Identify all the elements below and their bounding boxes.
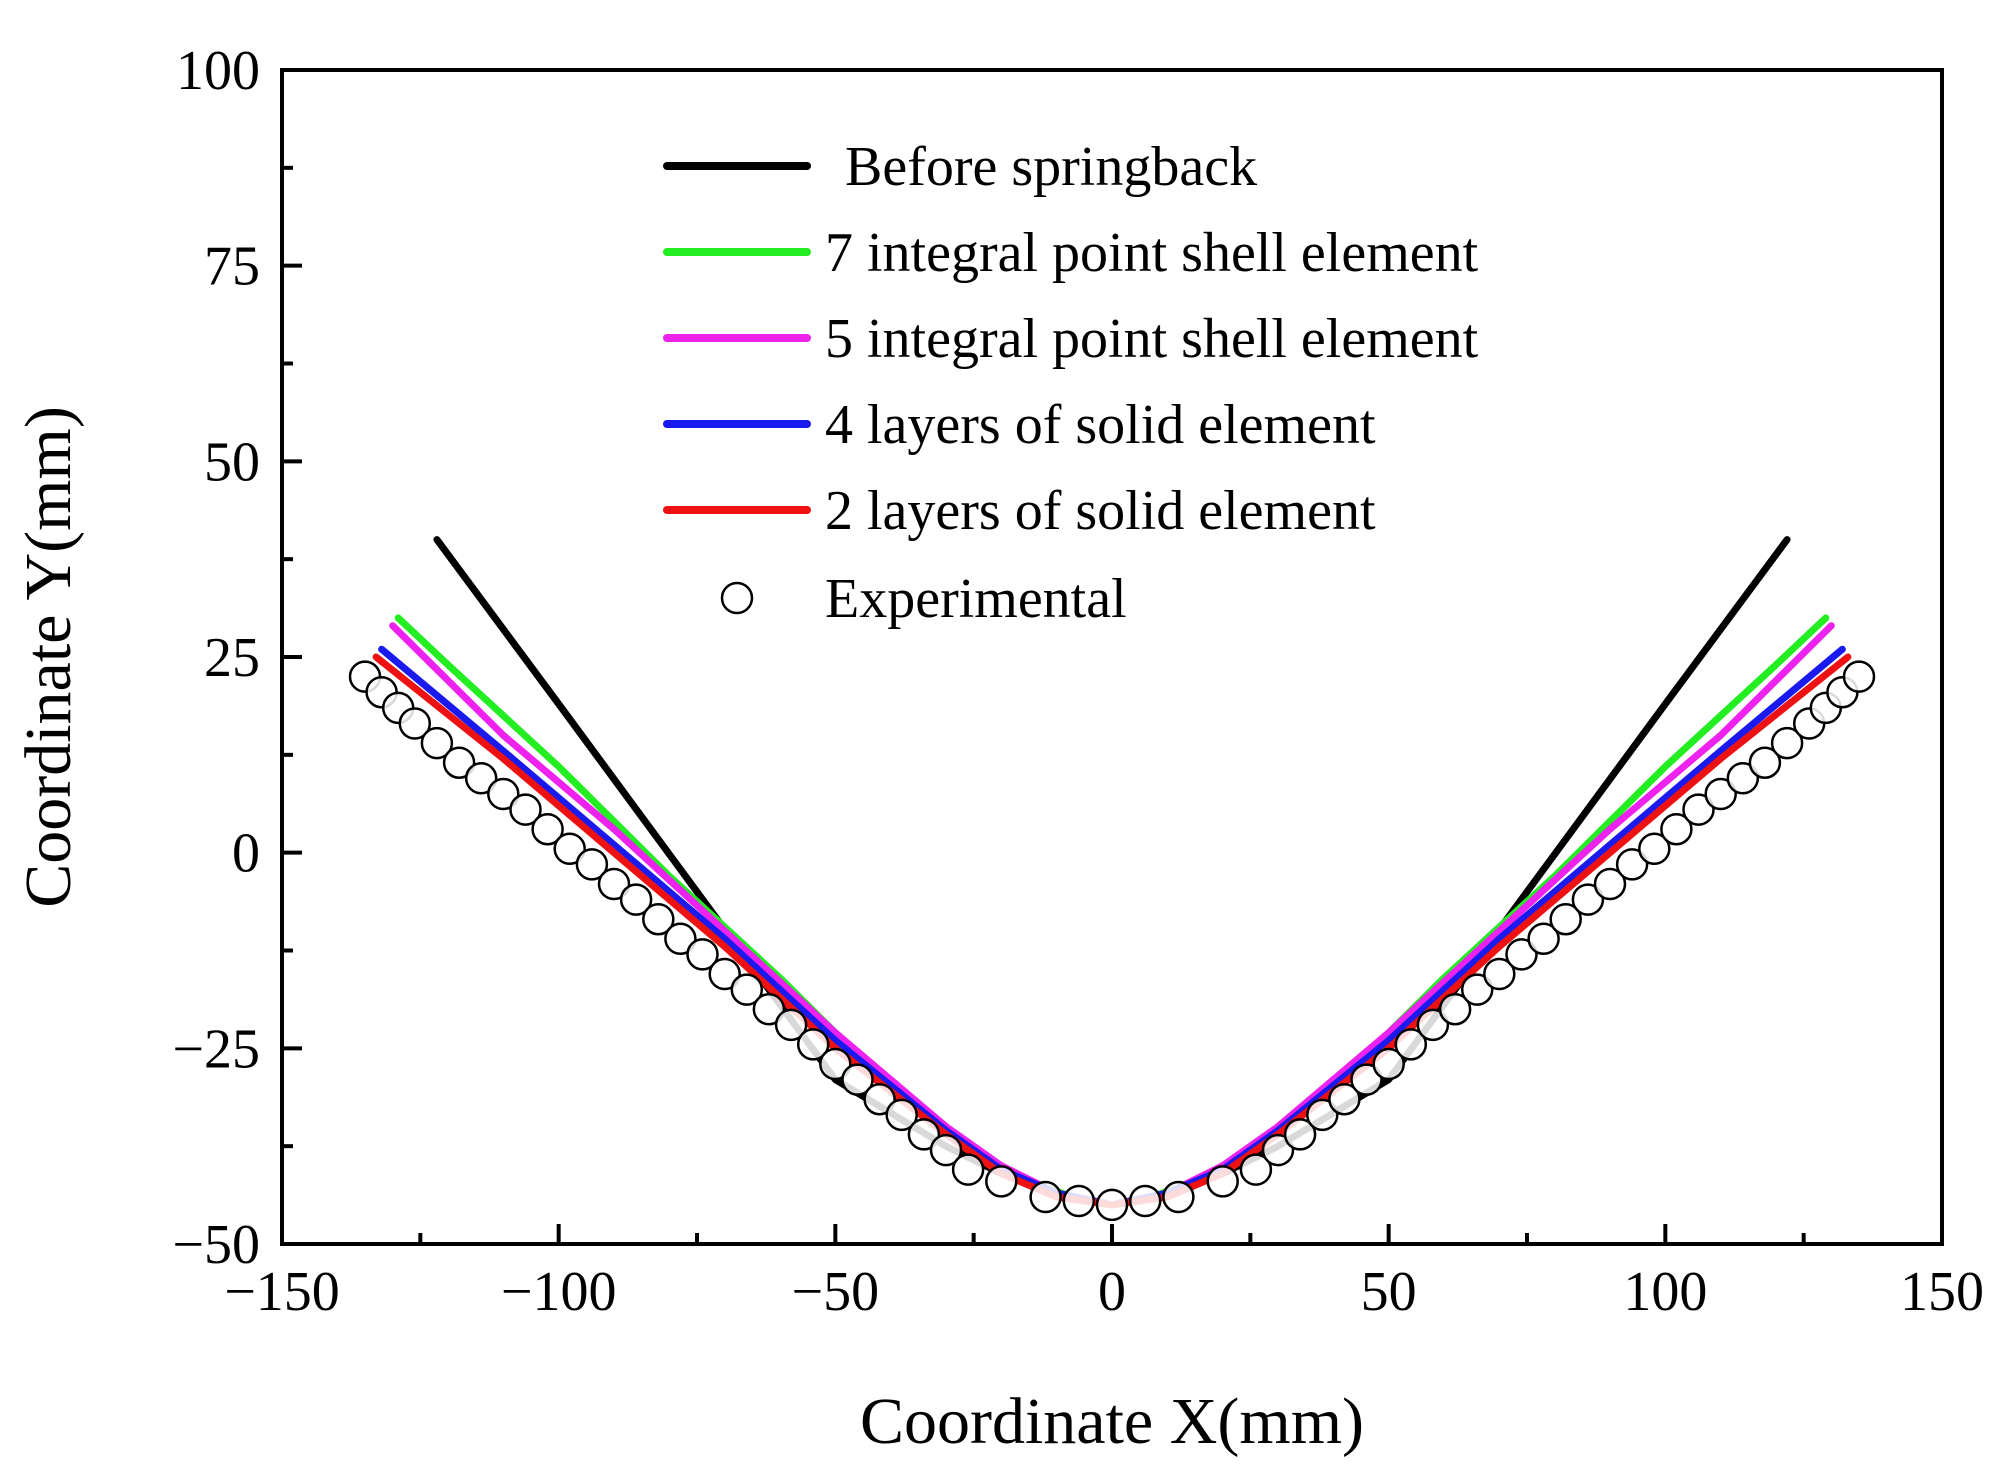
experimental-point (885, 1098, 918, 1132)
experimental-point (398, 707, 432, 740)
ticks-layer: −150 −100 −50 0 50 100 150 −50 −25 0 25 50 75 100 (172, 40, 1984, 1323)
experimental-point (464, 762, 498, 795)
experimental-point (531, 812, 564, 846)
experimental-point (752, 992, 786, 1026)
y-tick-label: 50 (204, 431, 260, 493)
legend-label-experimental: Experimental (825, 568, 1127, 630)
series-layer (348, 536, 1876, 1222)
experimental-point (553, 832, 586, 866)
x-axis-title: Coordinate X(mm) (860, 1385, 1364, 1458)
x-tick-label: −150 (224, 1261, 340, 1323)
y-tick-label: 75 (204, 236, 260, 298)
legend-label-2-layers-of-solid-element: 2 layers of solid element (825, 480, 1376, 542)
experimental-point (863, 1082, 896, 1116)
experimental-point (1571, 883, 1605, 916)
experimental-point (1416, 1008, 1450, 1042)
x-tick-label: −100 (501, 1261, 617, 1323)
y-axis-title: Coordinate Y(mm) (12, 406, 85, 908)
experimental-point (1704, 777, 1737, 811)
experimental-point (1726, 762, 1760, 795)
experimental-point (642, 902, 675, 936)
experimental-point (1593, 867, 1627, 901)
experimental-point (907, 1118, 941, 1151)
x-tick-label: 100 (1623, 1261, 1707, 1323)
experimental-point (1239, 1153, 1273, 1186)
experimental-point (1842, 660, 1876, 693)
experimental-point (619, 883, 653, 916)
experimental-point (819, 1047, 852, 1081)
legend-label-before-springback: Before springback (845, 136, 1257, 198)
legend-label-7-integral-point-shell-element: 7 integral point shell element (825, 222, 1479, 284)
legend-swatch-experimental (720, 581, 754, 615)
experimental-point (1638, 832, 1671, 866)
experimental-point (1682, 793, 1715, 826)
experimental-point (929, 1133, 963, 1167)
y-tick-label: −25 (172, 1018, 260, 1080)
experimental-point (1460, 973, 1494, 1006)
y-tick-label: −50 (172, 1214, 260, 1276)
x-tick-label: 0 (1098, 1261, 1126, 1323)
experimental-point (1394, 1028, 1428, 1061)
legend-label-4-layers-of-solid-element: 4 layers of solid element (825, 394, 1376, 456)
x-tick-label: 150 (1900, 1261, 1984, 1323)
experimental-point (1029, 1180, 1062, 1214)
experimental-point (1438, 992, 1472, 1026)
experimental-point (1549, 902, 1582, 936)
experimental-point (1660, 812, 1693, 846)
experimental-point (1128, 1184, 1162, 1218)
experimental-point (1505, 938, 1538, 971)
series-markers-experimental (348, 660, 1876, 1222)
experimental-point (1615, 848, 1649, 881)
experimental-point (686, 938, 719, 971)
experimental-point (985, 1165, 1018, 1198)
legend: Before springback 7 integral point shell … (663, 136, 1479, 630)
y-tick-label: 0 (232, 823, 260, 885)
experimental-point (487, 777, 520, 811)
experimental-point (730, 973, 764, 1006)
experimental-point (1483, 957, 1516, 991)
experimental-point (1770, 726, 1804, 760)
experimental-point (1328, 1082, 1361, 1116)
experimental-point (1306, 1098, 1339, 1132)
x-tick-label: 50 (1361, 1261, 1417, 1323)
experimental-point (1283, 1118, 1317, 1151)
experimental-point (575, 848, 609, 881)
experimental-point (1372, 1047, 1405, 1081)
experimental-point (1095, 1188, 1129, 1222)
experimental-point (1261, 1133, 1295, 1167)
x-tick-label: −50 (792, 1261, 880, 1323)
experimental-point (708, 957, 741, 991)
experimental-point (1527, 922, 1560, 956)
experimental-point (420, 726, 454, 760)
experimental-point (1162, 1180, 1195, 1214)
experimental-point (841, 1063, 874, 1096)
y-tick-label: 100 (176, 40, 260, 102)
experimental-point (1748, 746, 1782, 779)
experimental-point (509, 793, 542, 826)
legend-label-5-integral-point-shell-element: 5 integral point shell element (825, 308, 1479, 370)
experimental-point (951, 1153, 985, 1186)
experimental-point (442, 746, 476, 779)
experimental-point (796, 1028, 830, 1061)
experimental-point (1206, 1165, 1239, 1198)
experimental-point (1350, 1063, 1383, 1096)
experimental-point (597, 867, 631, 901)
experimental-point (1062, 1184, 1096, 1218)
experimental-point (664, 922, 697, 956)
experimental-point (774, 1008, 808, 1042)
y-tick-label: 25 (204, 627, 260, 689)
